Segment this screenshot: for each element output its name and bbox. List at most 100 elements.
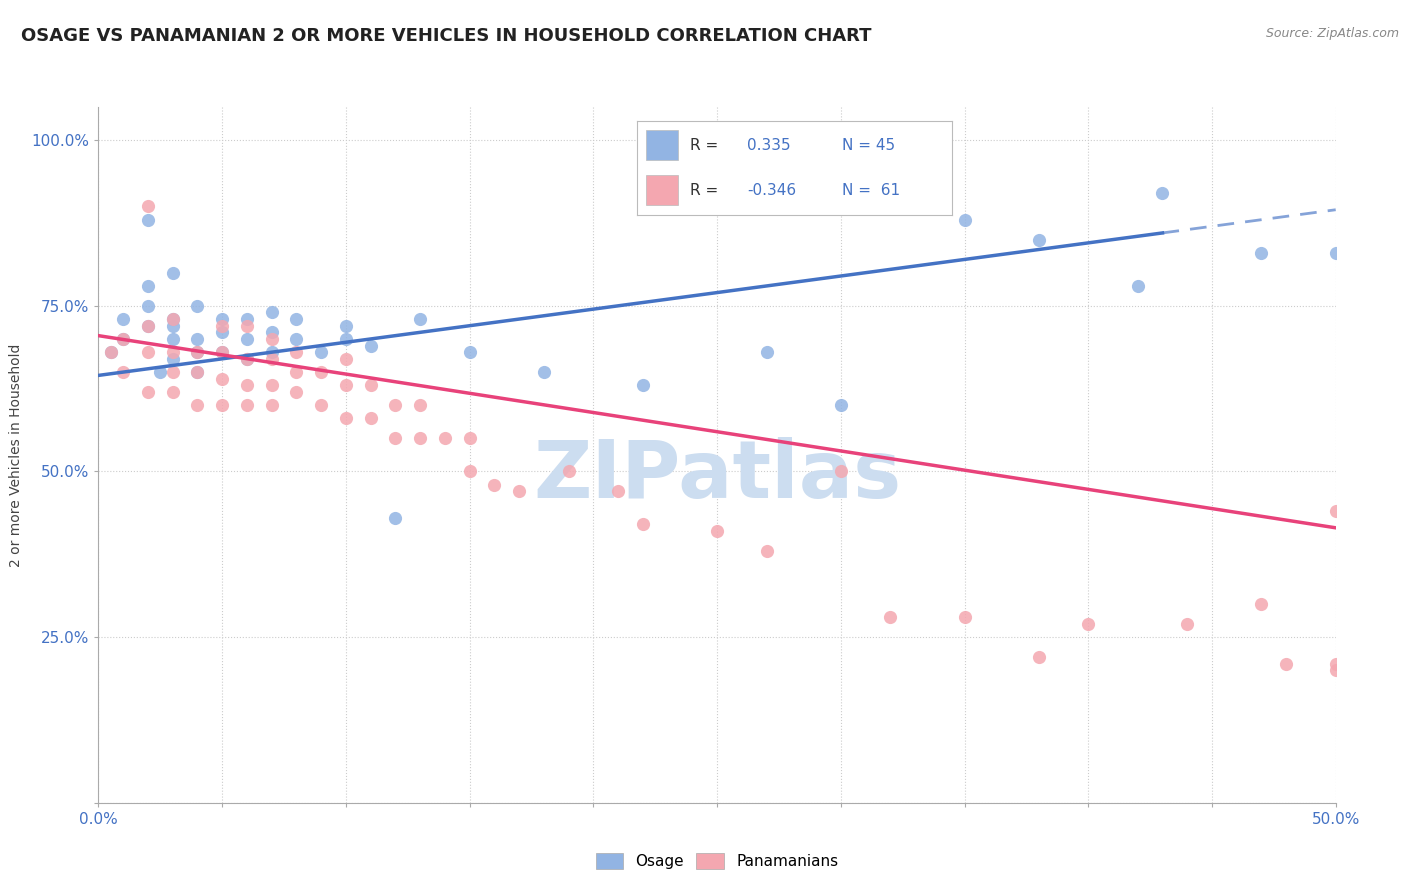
- Point: [211, 312, 233, 326]
- Point: [236, 332, 259, 346]
- Point: [236, 318, 259, 333]
- Point: [607, 484, 630, 499]
- Point: [186, 365, 208, 379]
- Point: [136, 212, 159, 227]
- Legend: Osage, Panamanians: Osage, Panamanians: [589, 847, 845, 875]
- Point: [1077, 616, 1099, 631]
- Point: [384, 511, 406, 525]
- Point: [236, 378, 259, 392]
- Point: [211, 398, 233, 412]
- Point: [236, 351, 259, 366]
- Text: ZIPatlas: ZIPatlas: [533, 437, 901, 515]
- Point: [830, 465, 852, 479]
- Point: [285, 312, 308, 326]
- Point: [335, 378, 357, 392]
- Point: [755, 544, 778, 558]
- Point: [260, 398, 283, 412]
- Point: [211, 372, 233, 386]
- Point: [1126, 279, 1149, 293]
- Point: [211, 345, 233, 359]
- Point: [409, 431, 432, 445]
- Point: [149, 365, 172, 379]
- Point: [1152, 186, 1174, 201]
- Point: [285, 384, 308, 399]
- Point: [162, 365, 184, 379]
- Point: [112, 332, 135, 346]
- Point: [360, 378, 382, 392]
- Point: [162, 332, 184, 346]
- Point: [186, 332, 208, 346]
- Point: [384, 398, 406, 412]
- Point: [508, 484, 530, 499]
- Point: [136, 318, 159, 333]
- Point: [162, 312, 184, 326]
- Point: [162, 384, 184, 399]
- Point: [458, 465, 481, 479]
- Point: [136, 279, 159, 293]
- Point: [162, 266, 184, 280]
- Point: [335, 411, 357, 425]
- Point: [186, 345, 208, 359]
- Point: [285, 365, 308, 379]
- Point: [631, 378, 654, 392]
- Point: [484, 477, 506, 491]
- Point: [706, 524, 728, 538]
- Point: [458, 431, 481, 445]
- Point: [136, 199, 159, 213]
- Point: [162, 345, 184, 359]
- Point: [1250, 245, 1272, 260]
- Point: [309, 365, 332, 379]
- Point: [162, 351, 184, 366]
- Point: [631, 517, 654, 532]
- Point: [186, 365, 208, 379]
- Point: [1275, 657, 1298, 671]
- Point: [557, 465, 579, 479]
- Point: [953, 212, 976, 227]
- Point: [186, 345, 208, 359]
- Point: [136, 318, 159, 333]
- Point: [309, 345, 332, 359]
- Point: [830, 398, 852, 412]
- Point: [112, 312, 135, 326]
- Point: [1324, 245, 1347, 260]
- Point: [409, 312, 432, 326]
- Point: [186, 398, 208, 412]
- Point: [384, 431, 406, 445]
- Point: [236, 398, 259, 412]
- Point: [1028, 650, 1050, 665]
- Point: [260, 345, 283, 359]
- Point: [1175, 616, 1198, 631]
- Point: [112, 332, 135, 346]
- Point: [236, 312, 259, 326]
- Point: [1250, 597, 1272, 611]
- Point: [533, 365, 555, 379]
- Point: [433, 431, 456, 445]
- Point: [162, 312, 184, 326]
- Point: [458, 345, 481, 359]
- Point: [879, 610, 901, 624]
- Point: [136, 384, 159, 399]
- Point: [285, 332, 308, 346]
- Point: [1028, 233, 1050, 247]
- Point: [260, 378, 283, 392]
- Point: [409, 398, 432, 412]
- Point: [260, 332, 283, 346]
- Text: OSAGE VS PANAMANIAN 2 OR MORE VEHICLES IN HOUSEHOLD CORRELATION CHART: OSAGE VS PANAMANIAN 2 OR MORE VEHICLES I…: [21, 27, 872, 45]
- Point: [335, 351, 357, 366]
- Point: [309, 398, 332, 412]
- Point: [260, 351, 283, 366]
- Point: [236, 351, 259, 366]
- Point: [211, 345, 233, 359]
- Point: [335, 332, 357, 346]
- Point: [112, 365, 135, 379]
- Point: [260, 305, 283, 319]
- Point: [335, 318, 357, 333]
- Point: [1324, 663, 1347, 677]
- Point: [953, 610, 976, 624]
- Point: [1324, 504, 1347, 518]
- Point: [755, 345, 778, 359]
- Point: [360, 411, 382, 425]
- Point: [136, 299, 159, 313]
- Point: [260, 326, 283, 340]
- Point: [285, 345, 308, 359]
